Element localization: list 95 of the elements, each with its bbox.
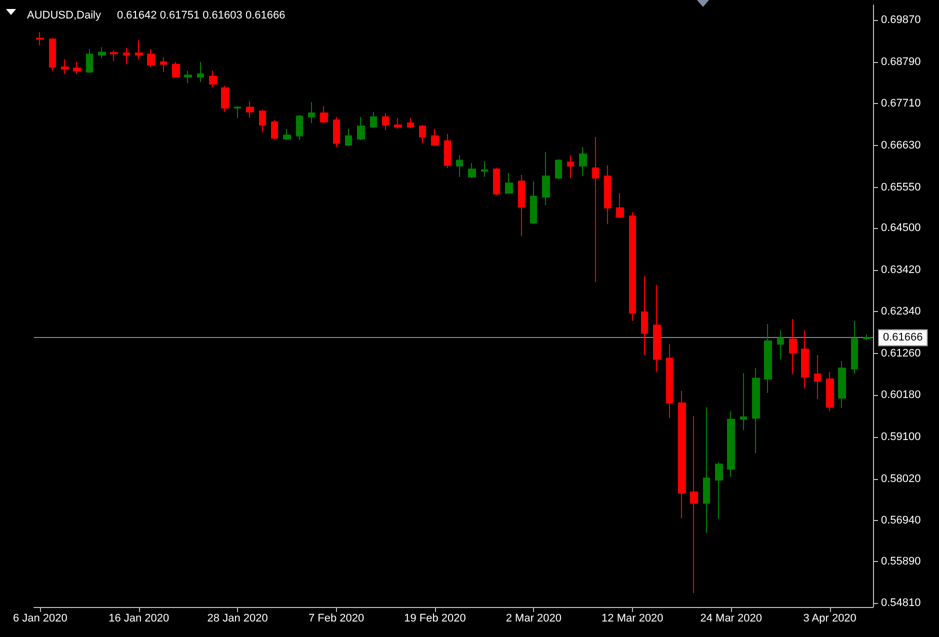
candlestick (690, 416, 698, 594)
candlestick (468, 162, 476, 179)
y-tick-label: 0.65550 (881, 181, 921, 194)
candlestick (197, 61, 204, 83)
candlestick (160, 56, 167, 72)
candlestick (407, 118, 414, 129)
candlestick (184, 70, 192, 84)
candlestick (394, 118, 402, 130)
candlestick (296, 114, 303, 141)
candlestick (629, 212, 636, 322)
ref-line-label: 0.61666 (883, 332, 923, 344)
candlestick (777, 330, 784, 360)
y-tick-label: 0.54810 (881, 597, 921, 610)
y-tick-label: 0.60180 (881, 389, 921, 402)
y-tick-label: 0.62340 (881, 306, 921, 318)
y-tick-label: 0.68790 (881, 56, 921, 68)
candlestick (73, 61, 81, 74)
candlestick (838, 360, 846, 409)
candlestick (604, 164, 611, 225)
candlestick (764, 324, 772, 394)
candlestick (641, 275, 648, 356)
candlestick (147, 48, 155, 68)
candlestick (789, 318, 797, 374)
candlestick (308, 102, 315, 124)
y-tick-label: 0.66630 (881, 140, 921, 152)
y-tick-label: 0.55890 (881, 555, 921, 568)
candlestick (370, 111, 377, 129)
candlestick (481, 160, 488, 178)
candlestick (135, 40, 143, 60)
candlestick (234, 106, 241, 119)
candlestick (333, 116, 340, 148)
x-tick-label: 2 Mar 2020 (506, 612, 562, 624)
candlestick (86, 48, 93, 74)
y-tick-label: 0.64500 (881, 222, 921, 234)
chart-title: AUDUSD,Daily (27, 10, 102, 22)
candlestick (727, 410, 735, 478)
candlestick (49, 38, 56, 72)
x-tick-label: 6 Jan 2020 (12, 612, 68, 624)
candlestick (518, 174, 525, 237)
y-tick-label: 0.58020 (881, 472, 921, 485)
x-tick-label: 3 Apr 2020 (803, 612, 856, 624)
candlestick (530, 180, 537, 225)
candlestick (592, 136, 599, 283)
candlestick (419, 124, 426, 144)
candlestick (382, 112, 389, 131)
candlestick (801, 330, 809, 389)
candlestick (666, 344, 673, 419)
y-tick-label: 0.61260 (881, 347, 921, 360)
candlestick (110, 50, 118, 62)
candlestick (98, 46, 106, 59)
x-tick-label: 28 Jan 2020 (207, 612, 268, 624)
candlestick (357, 116, 365, 141)
candlestick (493, 167, 500, 196)
x-tick-label: 12 Mar 2020 (602, 612, 664, 624)
candlestick (444, 133, 451, 168)
candlestick (505, 172, 513, 194)
candlestick (246, 100, 254, 119)
candlestick (740, 372, 747, 431)
candlestick (61, 58, 69, 74)
candlestick (542, 152, 550, 206)
x-tick-label: 7 Feb 2020 (308, 612, 364, 624)
y-tick-label: 0.69870 (881, 14, 921, 26)
x-tick-label: 16 Jan 2020 (108, 612, 170, 624)
candlestick (579, 146, 587, 177)
candlestick (123, 47, 130, 65)
candlestick (271, 119, 278, 140)
y-tick-label: 0.59100 (881, 431, 921, 444)
x-tick-label: 24 Mar 2020 (700, 612, 762, 624)
candlestick (703, 406, 710, 534)
candlestick (826, 372, 834, 412)
y-tick-label: 0.56940 (881, 514, 921, 527)
y-tick-label: 0.63420 (881, 264, 921, 276)
candlestick (616, 192, 624, 218)
candlestick (36, 32, 44, 46)
candlestick (851, 320, 858, 374)
candlestick (752, 368, 760, 454)
candlestick (567, 154, 574, 179)
candlestick (431, 128, 439, 146)
chart-subtitle: 0.61642 0.61751 0.61603 0.61666 (117, 10, 286, 22)
candlestick (863, 334, 871, 341)
candlestick (456, 154, 463, 178)
candlestick (283, 128, 291, 141)
candlestick (209, 70, 217, 88)
candlestick (345, 128, 352, 146)
candlestick (715, 462, 723, 520)
candlestick (555, 158, 562, 180)
candlestick (221, 85, 229, 112)
candlestick (259, 109, 266, 132)
candlestick (678, 390, 686, 519)
y-tick-label: 0.67710 (881, 98, 921, 110)
candlestick (320, 106, 328, 124)
candlestick (172, 61, 180, 78)
candlestick (814, 354, 821, 400)
candlestick (653, 284, 661, 373)
x-tick-label: 19 Feb 2020 (404, 612, 466, 624)
